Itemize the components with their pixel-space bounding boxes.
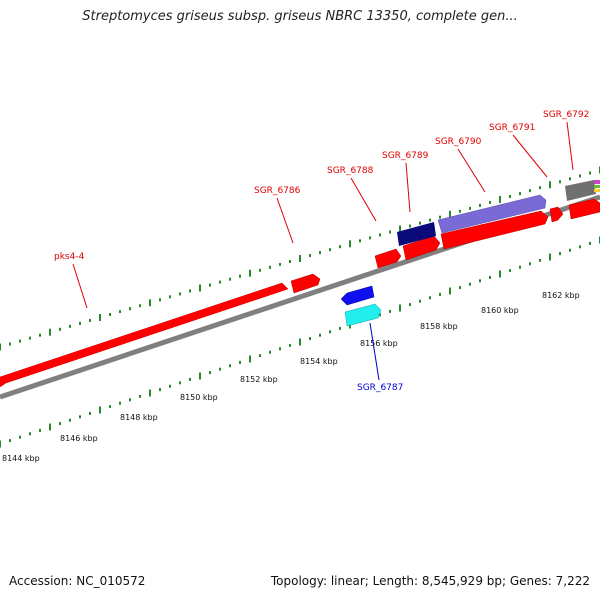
feature-green-edge[interactable]	[594, 185, 600, 188]
feature-navy-block[interactable]	[397, 222, 436, 246]
gene-reverse-blue[interactable]	[340, 285, 375, 306]
gene-sgr-6786[interactable]	[290, 273, 321, 294]
scale-label: 8150 kbp	[180, 393, 218, 402]
scale-label: 8154 kbp	[300, 357, 338, 366]
scale-label: 8158 kbp	[420, 322, 458, 331]
scale-label: 8160 kbp	[481, 306, 519, 315]
scale-label: 8162 kbp	[542, 291, 580, 300]
leader-sgr-6786	[276, 197, 294, 244]
upper-tick-row	[0, 166, 600, 351]
gene-label-sgr-6791[interactable]: SGR_6791	[489, 123, 535, 133]
gene-label-sgr-6789[interactable]: SGR_6789	[382, 151, 429, 161]
gene-label-sgr-6788[interactable]: SGR_6788	[327, 166, 374, 176]
scale-label: 8148 kbp	[120, 413, 158, 422]
feature-yellow-edge[interactable]	[594, 189, 600, 192]
gene-label-sgr-6787[interactable]: SGR_6787	[357, 383, 403, 393]
feature-magenta-edge[interactable]	[594, 180, 600, 184]
gene-label-sgr-6790[interactable]: SGR_6790	[435, 137, 482, 147]
gene-sgr-6787[interactable]	[344, 303, 382, 327]
leader-sgr-6788	[350, 177, 377, 222]
leader-sgr-6787	[369, 322, 380, 381]
lower-tick-row	[0, 236, 600, 448]
scale-labels: 8144 kbp 8146 kbp 8148 kbp 8150 kbp 8152 kbp…	[2, 291, 580, 463]
gene-labels: pks4-4 SGR_6786 SGR_6788 SGR_6789 SGR_6790 SG…	[54, 110, 589, 393]
label-leaders	[72, 121, 574, 381]
gene-label-sgr-6792[interactable]: SGR_6792	[543, 110, 589, 120]
gene-label-sgr-6786[interactable]: SGR_6786	[254, 186, 301, 196]
feature-grey-block[interactable]	[565, 180, 596, 201]
feature-purple-block[interactable]	[437, 194, 547, 234]
gene-sgr-6788[interactable]	[374, 248, 402, 269]
scale-label: 8156 kbp	[360, 339, 398, 348]
leader-sgr-6792	[566, 121, 574, 171]
gene-sgr-6790[interactable]	[440, 210, 549, 250]
leader-sgr-6791	[512, 134, 548, 178]
map-title: Streptomyces griseus subsp. griseus NBRC…	[82, 9, 518, 24]
accession-text: Accession: NC_010572	[9, 574, 146, 588]
leader-sgr-6789	[405, 162, 411, 213]
gene-label-pks4-4[interactable]: pks4-4	[54, 252, 85, 262]
scale-label: 8144 kbp	[2, 454, 40, 463]
gene-sgr-6791[interactable]	[549, 206, 564, 223]
leader-pks4-4	[72, 263, 88, 309]
scale-label: 8146 kbp	[60, 434, 98, 443]
topology-stats: Topology: linear; Length: 8,545,929 bp; …	[270, 574, 590, 588]
scale-label: 8152 kbp	[240, 375, 278, 384]
gene-sgr-6792[interactable]	[568, 198, 600, 220]
gene-pks4-4[interactable]	[0, 282, 289, 388]
leader-sgr-6790	[457, 148, 486, 193]
